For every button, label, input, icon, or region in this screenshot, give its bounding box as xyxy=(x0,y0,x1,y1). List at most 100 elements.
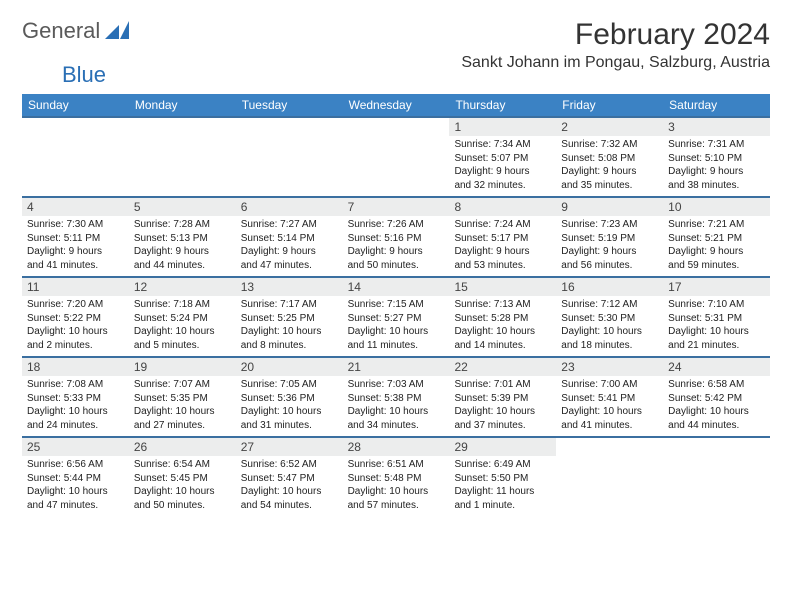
day-info: Sunrise: 6:54 AMSunset: 5:45 PMDaylight:… xyxy=(129,456,236,516)
day-cell: 6Sunrise: 7:27 AMSunset: 5:14 PMDaylight… xyxy=(236,198,343,276)
daylight-line-1: Daylight: 10 hours xyxy=(348,485,445,499)
calendar-page: General February 2024 Sankt Johann im Po… xyxy=(0,0,792,534)
daylight-line-2: and 38 minutes. xyxy=(668,179,765,193)
daylight-line-2: and 59 minutes. xyxy=(668,259,765,273)
sunset-line: Sunset: 5:14 PM xyxy=(241,232,338,246)
sunset-line: Sunset: 5:42 PM xyxy=(668,392,765,406)
day-info: Sunrise: 7:34 AMSunset: 5:07 PMDaylight:… xyxy=(449,136,556,196)
daylight-line-1: Daylight: 10 hours xyxy=(668,405,765,419)
daylight-line-1: Daylight: 9 hours xyxy=(668,165,765,179)
day-number: 15 xyxy=(449,278,556,296)
sunset-line: Sunset: 5:08 PM xyxy=(561,152,658,166)
daylight-line-2: and 35 minutes. xyxy=(561,179,658,193)
daylight-line-2: and 32 minutes. xyxy=(454,179,551,193)
sunset-line: Sunset: 5:41 PM xyxy=(561,392,658,406)
empty-cell xyxy=(22,118,129,196)
sunset-line: Sunset: 5:13 PM xyxy=(134,232,231,246)
day-number: 17 xyxy=(663,278,770,296)
sunrise-line: Sunrise: 7:17 AM xyxy=(241,298,338,312)
daylight-line-2: and 21 minutes. xyxy=(668,339,765,353)
sunrise-line: Sunrise: 7:05 AM xyxy=(241,378,338,392)
daylight-line-1: Daylight: 11 hours xyxy=(454,485,551,499)
dow-cell: Thursday xyxy=(449,94,556,116)
day-number: 19 xyxy=(129,358,236,376)
daylight-line-1: Daylight: 9 hours xyxy=(668,245,765,259)
sunset-line: Sunset: 5:50 PM xyxy=(454,472,551,486)
day-number: 9 xyxy=(556,198,663,216)
day-info: Sunrise: 7:28 AMSunset: 5:13 PMDaylight:… xyxy=(129,216,236,276)
daylight-line-1: Daylight: 9 hours xyxy=(134,245,231,259)
daylight-line-1: Daylight: 10 hours xyxy=(134,325,231,339)
sunset-line: Sunset: 5:44 PM xyxy=(27,472,124,486)
sunset-line: Sunset: 5:22 PM xyxy=(27,312,124,326)
day-cell: 11Sunrise: 7:20 AMSunset: 5:22 PMDayligh… xyxy=(22,278,129,356)
daylight-line-2: and 37 minutes. xyxy=(454,419,551,433)
dow-cell: Tuesday xyxy=(236,94,343,116)
dow-cell: Friday xyxy=(556,94,663,116)
day-info: Sunrise: 7:23 AMSunset: 5:19 PMDaylight:… xyxy=(556,216,663,276)
week-row: 25Sunrise: 6:56 AMSunset: 5:44 PMDayligh… xyxy=(22,436,770,516)
day-cell: 27Sunrise: 6:52 AMSunset: 5:47 PMDayligh… xyxy=(236,438,343,516)
sunset-line: Sunset: 5:31 PM xyxy=(668,312,765,326)
daylight-line-2: and 54 minutes. xyxy=(241,499,338,513)
sunrise-line: Sunrise: 7:27 AM xyxy=(241,218,338,232)
day-number: 26 xyxy=(129,438,236,456)
week-row: 11Sunrise: 7:20 AMSunset: 5:22 PMDayligh… xyxy=(22,276,770,356)
sunset-line: Sunset: 5:21 PM xyxy=(668,232,765,246)
day-cell: 24Sunrise: 6:58 AMSunset: 5:42 PMDayligh… xyxy=(663,358,770,436)
empty-cell xyxy=(236,118,343,196)
daylight-line-1: Daylight: 10 hours xyxy=(561,325,658,339)
daylight-line-2: and 41 minutes. xyxy=(561,419,658,433)
day-number: 8 xyxy=(449,198,556,216)
day-number: 2 xyxy=(556,118,663,136)
day-info: Sunrise: 7:31 AMSunset: 5:10 PMDaylight:… xyxy=(663,136,770,196)
daylight-line-2: and 47 minutes. xyxy=(241,259,338,273)
day-info: Sunrise: 7:20 AMSunset: 5:22 PMDaylight:… xyxy=(22,296,129,356)
page-title: February 2024 xyxy=(461,18,770,52)
day-info: Sunrise: 7:00 AMSunset: 5:41 PMDaylight:… xyxy=(556,376,663,436)
sunrise-line: Sunrise: 7:28 AM xyxy=(134,218,231,232)
sunrise-line: Sunrise: 6:58 AM xyxy=(668,378,765,392)
sunset-line: Sunset: 5:07 PM xyxy=(454,152,551,166)
day-number: 29 xyxy=(449,438,556,456)
sunrise-line: Sunrise: 7:26 AM xyxy=(348,218,445,232)
sunset-line: Sunset: 5:48 PM xyxy=(348,472,445,486)
day-number: 20 xyxy=(236,358,343,376)
day-info: Sunrise: 6:52 AMSunset: 5:47 PMDaylight:… xyxy=(236,456,343,516)
daylight-line-2: and 8 minutes. xyxy=(241,339,338,353)
daylight-line-2: and 1 minute. xyxy=(454,499,551,513)
day-cell: 12Sunrise: 7:18 AMSunset: 5:24 PMDayligh… xyxy=(129,278,236,356)
day-info: Sunrise: 7:17 AMSunset: 5:25 PMDaylight:… xyxy=(236,296,343,356)
sunrise-line: Sunrise: 7:34 AM xyxy=(454,138,551,152)
day-cell: 15Sunrise: 7:13 AMSunset: 5:28 PMDayligh… xyxy=(449,278,556,356)
day-number: 10 xyxy=(663,198,770,216)
daylight-line-2: and 34 minutes. xyxy=(348,419,445,433)
week-row: 1Sunrise: 7:34 AMSunset: 5:07 PMDaylight… xyxy=(22,116,770,196)
week-row: 18Sunrise: 7:08 AMSunset: 5:33 PMDayligh… xyxy=(22,356,770,436)
day-info: Sunrise: 7:18 AMSunset: 5:24 PMDaylight:… xyxy=(129,296,236,356)
sunrise-line: Sunrise: 7:20 AM xyxy=(27,298,124,312)
sunrise-line: Sunrise: 7:00 AM xyxy=(561,378,658,392)
day-cell: 3Sunrise: 7:31 AMSunset: 5:10 PMDaylight… xyxy=(663,118,770,196)
day-number: 16 xyxy=(556,278,663,296)
sunrise-line: Sunrise: 6:52 AM xyxy=(241,458,338,472)
sunset-line: Sunset: 5:36 PM xyxy=(241,392,338,406)
calendar: SundayMondayTuesdayWednesdayThursdayFrid… xyxy=(22,94,770,516)
sunrise-line: Sunrise: 7:23 AM xyxy=(561,218,658,232)
sunrise-line: Sunrise: 6:49 AM xyxy=(454,458,551,472)
day-info: Sunrise: 7:21 AMSunset: 5:21 PMDaylight:… xyxy=(663,216,770,276)
daylight-line-1: Daylight: 10 hours xyxy=(241,405,338,419)
day-number: 28 xyxy=(343,438,450,456)
day-info: Sunrise: 6:56 AMSunset: 5:44 PMDaylight:… xyxy=(22,456,129,516)
logo: General xyxy=(22,18,131,44)
sunrise-line: Sunrise: 7:10 AM xyxy=(668,298,765,312)
day-cell: 10Sunrise: 7:21 AMSunset: 5:21 PMDayligh… xyxy=(663,198,770,276)
sunset-line: Sunset: 5:19 PM xyxy=(561,232,658,246)
weeks-container: 1Sunrise: 7:34 AMSunset: 5:07 PMDaylight… xyxy=(22,116,770,516)
sunset-line: Sunset: 5:27 PM xyxy=(348,312,445,326)
sunrise-line: Sunrise: 7:21 AM xyxy=(668,218,765,232)
sunset-line: Sunset: 5:11 PM xyxy=(27,232,124,246)
sunrise-line: Sunrise: 7:15 AM xyxy=(348,298,445,312)
day-number: 5 xyxy=(129,198,236,216)
sunrise-line: Sunrise: 6:51 AM xyxy=(348,458,445,472)
